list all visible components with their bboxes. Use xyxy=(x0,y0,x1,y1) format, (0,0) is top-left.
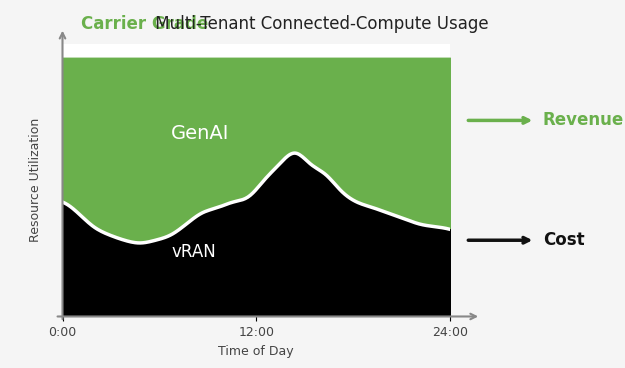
Text: Carrier Grade: Carrier Grade xyxy=(81,15,209,33)
Text: Cost: Cost xyxy=(543,231,584,249)
Text: vRAN: vRAN xyxy=(171,243,216,261)
X-axis label: Time of Day: Time of Day xyxy=(219,345,294,358)
Text: Resource Utilization: Resource Utilization xyxy=(29,118,42,243)
Text: GenAI: GenAI xyxy=(171,124,229,144)
Text: Revenue: Revenue xyxy=(543,112,624,130)
Text: Multi-Tenant Connected-Compute Usage: Multi-Tenant Connected-Compute Usage xyxy=(151,15,489,33)
